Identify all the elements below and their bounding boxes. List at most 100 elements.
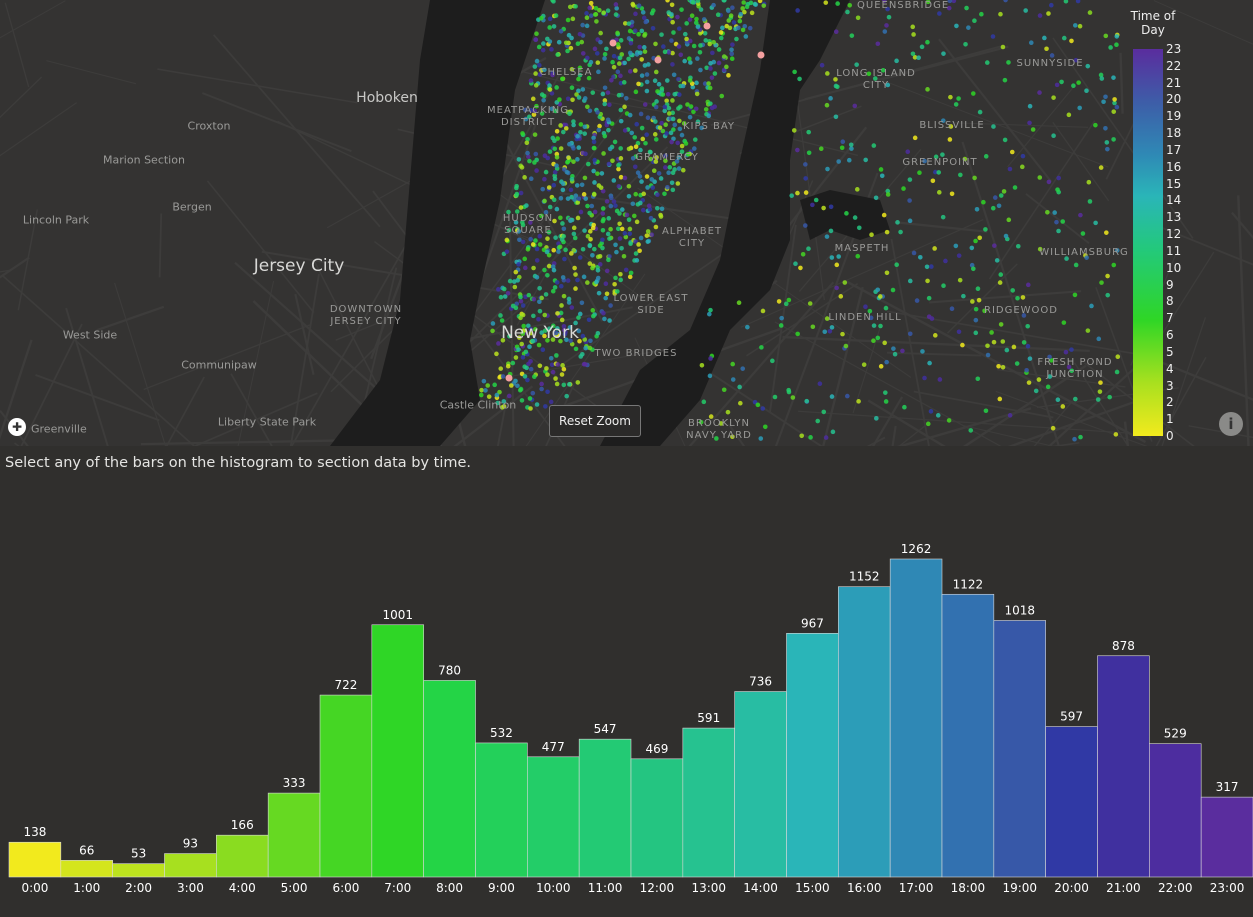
histogram-bar-group[interactable]: 967 15:00 — [786, 616, 839, 895]
trip-point — [817, 381, 823, 387]
histogram-bar[interactable] — [1200, 796, 1253, 878]
histogram-bar[interactable] — [734, 691, 787, 878]
histogram-bar[interactable] — [8, 841, 62, 878]
trip-point — [553, 376, 558, 381]
trip-point — [545, 338, 550, 343]
histogram-bar-group[interactable]: 53 2:00 — [112, 847, 165, 895]
histogram-bar[interactable] — [164, 853, 217, 878]
histogram-bar-group[interactable]: 66 1:00 — [60, 843, 113, 895]
trip-point — [553, 13, 559, 18]
map-canvas[interactable] — [0, 0, 1253, 446]
trip-point — [575, 134, 580, 139]
histogram-bar-group[interactable]: 780 8:00 — [423, 663, 476, 895]
trip-point — [554, 85, 559, 90]
trip-point — [928, 409, 934, 414]
info-icon[interactable]: i — [1219, 412, 1243, 436]
trip-point — [669, 2, 675, 8]
x-tick-label: 8:00 — [436, 881, 463, 895]
histogram-bar[interactable] — [475, 742, 528, 878]
histogram-bar[interactable] — [630, 758, 684, 878]
histogram-bar-group[interactable]: 529 22:00 — [1149, 727, 1202, 895]
histogram-bar-group[interactable]: 1262 17:00 — [889, 542, 943, 895]
trip-point — [615, 69, 621, 75]
histogram-bar[interactable] — [112, 863, 165, 878]
trip-point — [1114, 248, 1120, 253]
street — [65, 307, 109, 446]
histogram-bar[interactable] — [941, 593, 995, 878]
histogram-bar-group[interactable]: 722 6:00 — [319, 678, 373, 895]
histogram-bar[interactable] — [1097, 655, 1150, 878]
histogram-bar-group[interactable]: 591 13:00 — [682, 711, 735, 895]
trip-point — [528, 107, 534, 113]
histogram-bar-group[interactable]: 1001 7:00 — [371, 608, 424, 895]
trip-point — [1049, 2, 1054, 8]
histogram-bar-group[interactable]: 532 9:00 — [475, 726, 528, 895]
histogram-bar-group[interactable]: 477 10:00 — [527, 740, 580, 895]
histogram-bar-group[interactable]: 469 12:00 — [630, 742, 684, 895]
trip-point — [861, 362, 867, 367]
histogram-bar-group[interactable]: 138 0:00 — [8, 825, 62, 895]
histogram-bar-group[interactable]: 166 4:00 — [216, 818, 269, 895]
histogram-bar[interactable] — [319, 694, 373, 878]
histogram-bar[interactable] — [786, 633, 839, 878]
trip-point — [969, 262, 975, 268]
trip-point — [577, 338, 582, 344]
trip-point — [626, 56, 631, 62]
histogram-bar[interactable] — [1045, 726, 1098, 878]
trip-point — [662, 108, 668, 114]
histogram-bar-group[interactable]: 317 23:00 — [1200, 780, 1253, 895]
histogram-bar[interactable] — [60, 860, 113, 878]
histogram-bar[interactable] — [889, 558, 943, 878]
trip-point — [755, 402, 761, 408]
map-label: Jersey City — [253, 256, 345, 276]
trip-point — [663, 122, 668, 127]
trip-point — [588, 59, 594, 65]
trip-point — [1021, 340, 1027, 345]
histogram-bar[interactable] — [578, 738, 632, 878]
trip-point — [577, 65, 583, 71]
mapbox-logo-icon[interactable]: ✚ — [8, 418, 26, 436]
histogram-bar-group[interactable]: 93 3:00 — [164, 837, 217, 895]
trip-point — [632, 164, 638, 170]
trip-point — [617, 236, 623, 241]
histogram-bar[interactable] — [371, 624, 424, 878]
trip-point — [940, 152, 945, 157]
histogram-bar[interactable] — [216, 834, 269, 878]
trip-point — [633, 28, 638, 34]
histogram-bar-group[interactable]: 1122 18:00 — [941, 577, 995, 895]
trip-point — [1089, 303, 1094, 309]
map[interactable]: Hoboken Jersey City New York Croxton Marion … — [0, 0, 1253, 446]
trip-point — [626, 193, 632, 199]
histogram-bar[interactable] — [838, 586, 891, 878]
histogram-bar[interactable] — [682, 727, 735, 878]
histogram[interactable]: 138 0:00 66 1:00 53 2:00 93 3:00 166 4:00 333 5:00 7… — [0, 480, 1253, 917]
trip-point — [834, 285, 839, 291]
trip-point — [1004, 347, 1010, 353]
trip-point — [573, 346, 579, 352]
trip-point — [1023, 8, 1028, 13]
histogram-bar-group[interactable]: 1018 19:00 — [993, 603, 1046, 895]
trip-point — [829, 394, 835, 399]
histogram-bar-group[interactable]: 1152 16:00 — [838, 570, 891, 895]
histogram-bar-group[interactable]: 547 11:00 — [578, 722, 632, 895]
reset-zoom-button[interactable]: Reset Zoom — [549, 405, 641, 437]
histogram-bar[interactable] — [993, 620, 1046, 878]
legend-tick: 17 — [1166, 142, 1182, 157]
trip-point — [494, 392, 500, 398]
trip-point — [976, 297, 982, 303]
histogram-bar-group[interactable]: 333 5:00 — [267, 776, 321, 895]
legend-tick: 14 — [1166, 193, 1182, 208]
histogram-bar-group[interactable]: 736 14:00 — [734, 675, 787, 895]
trip-point — [577, 31, 583, 37]
trip-point — [534, 258, 540, 263]
histogram-bar[interactable] — [423, 680, 476, 878]
trip-point — [550, 323, 556, 329]
histogram-bar-group[interactable]: 597 20:00 — [1045, 710, 1098, 895]
trip-point — [564, 393, 569, 399]
histogram-bar[interactable] — [267, 792, 321, 878]
trip-point — [537, 233, 543, 239]
histogram-bar[interactable] — [1149, 743, 1202, 878]
histogram-bar[interactable] — [527, 756, 580, 878]
bar-value-label: 736 — [749, 675, 772, 689]
histogram-bar-group[interactable]: 878 21:00 — [1097, 639, 1150, 895]
